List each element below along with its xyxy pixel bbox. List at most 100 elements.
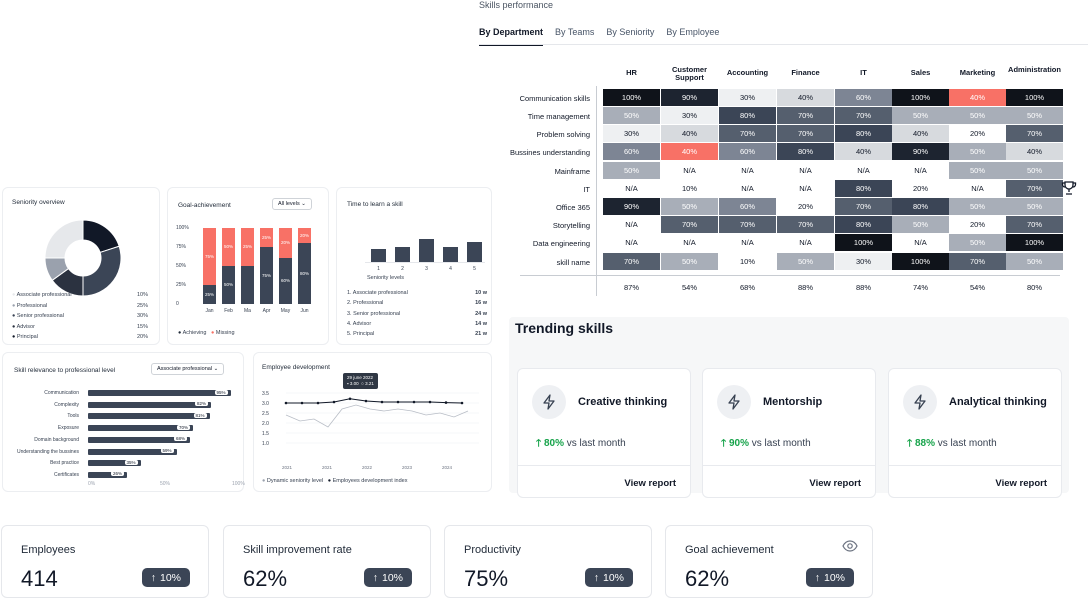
bar-missing[interactable]: [260, 228, 273, 247]
heatmap-cell[interactable]: 40%: [835, 143, 892, 160]
series-point[interactable]: [300, 401, 304, 405]
donut-slice[interactable]: [44, 219, 84, 259]
heatmap-cell[interactable]: 70%: [777, 125, 834, 142]
heatmap-cell[interactable]: 30%: [661, 107, 718, 124]
tab-item[interactable]: By Teams: [555, 27, 595, 37]
series-line-dynamic[interactable]: [285, 404, 469, 428]
heatmap-cell[interactable]: 20%: [949, 125, 1006, 142]
series-point[interactable]: [284, 401, 288, 405]
heatmap-cell[interactable]: 30%: [603, 125, 660, 142]
eye-icon[interactable]: [842, 539, 858, 557]
heatmap-cell[interactable]: 50%: [949, 162, 1006, 179]
level-dropdown[interactable]: Associate professional ⌄: [151, 363, 225, 375]
heatmap-cell[interactable]: 50%: [1006, 107, 1063, 124]
relevance-bar[interactable]: [88, 390, 231, 396]
time-bar[interactable]: [371, 248, 386, 262]
series-point[interactable]: [460, 401, 464, 405]
heatmap-cell[interactable]: 50%: [1006, 198, 1063, 215]
heatmap-cell[interactable]: 60%: [835, 89, 892, 106]
heatmap-cell[interactable]: 60%: [719, 198, 776, 215]
heatmap-cell[interactable]: 50%: [892, 216, 949, 233]
time-bar[interactable]: [419, 239, 434, 262]
heatmap-cell[interactable]: N/A: [949, 180, 1006, 197]
heatmap-cell[interactable]: N/A: [661, 162, 718, 179]
series-point[interactable]: [412, 400, 416, 404]
heatmap-cell[interactable]: 70%: [719, 216, 776, 233]
heatmap-cell[interactable]: 50%: [603, 107, 660, 124]
series-point[interactable]: [348, 397, 352, 401]
heatmap-cell[interactable]: 70%: [777, 107, 834, 124]
time-bar[interactable]: [395, 246, 410, 262]
heatmap-cell[interactable]: N/A: [719, 162, 776, 179]
heatmap-cell[interactable]: N/A: [777, 234, 834, 251]
heatmap-cell[interactable]: N/A: [892, 162, 949, 179]
relevance-bar[interactable]: [88, 413, 210, 420]
bar-missing[interactable]: [241, 228, 254, 266]
heatmap-cell[interactable]: N/A: [777, 180, 834, 197]
trending-card[interactable]: Analytical thinking 🡑 88% vs last month Vi…: [888, 368, 1062, 498]
tab-item[interactable]: By Employee: [666, 27, 720, 37]
heatmap-cell[interactable]: 100%: [603, 89, 660, 106]
time-bar[interactable]: [467, 242, 482, 262]
heatmap-cell[interactable]: 100%: [1006, 234, 1063, 251]
heatmap-cell[interactable]: 100%: [1006, 89, 1063, 106]
heatmap-cell[interactable]: 80%: [777, 143, 834, 160]
heatmap-cell[interactable]: 80%: [835, 180, 892, 197]
heatmap-cell[interactable]: 70%: [603, 253, 660, 270]
heatmap-cell[interactable]: 80%: [892, 198, 949, 215]
series-point[interactable]: [428, 400, 432, 404]
relevance-bar[interactable]: [88, 401, 211, 408]
series-point[interactable]: [444, 401, 448, 404]
bar-missing[interactable]: [279, 228, 292, 259]
heatmap-cell[interactable]: 20%: [777, 198, 834, 215]
tab-item[interactable]: By Seniority: [606, 27, 655, 37]
heatmap-cell[interactable]: 50%: [949, 198, 1006, 215]
heatmap-cell[interactable]: 70%: [1006, 125, 1063, 142]
bar-missing[interactable]: [222, 228, 235, 266]
view-report-link[interactable]: View report: [624, 478, 676, 489]
heatmap-cell[interactable]: 70%: [1006, 216, 1063, 233]
heatmap-cell[interactable]: 70%: [661, 216, 718, 233]
heatmap-cell[interactable]: 50%: [661, 253, 718, 270]
heatmap-cell[interactable]: 40%: [661, 125, 718, 142]
bar-achieving[interactable]: [222, 266, 235, 304]
heatmap-cell[interactable]: 60%: [719, 143, 776, 160]
bar-achieving[interactable]: [203, 285, 216, 304]
trophy-icon[interactable]: [1061, 180, 1077, 196]
heatmap-cell[interactable]: 30%: [719, 89, 776, 106]
tab-item[interactable]: By Department: [479, 27, 544, 46]
relevance-bar[interactable]: [88, 471, 127, 478]
heatmap-cell[interactable]: 50%: [603, 162, 660, 179]
trending-card[interactable]: Mentorship 🡑 90% vs last month View report: [702, 368, 876, 498]
series-point[interactable]: [396, 400, 400, 404]
heatmap-cell[interactable]: 90%: [661, 89, 718, 106]
relevance-bar[interactable]: [88, 460, 141, 467]
heatmap-cell[interactable]: N/A: [777, 162, 834, 179]
heatmap-cell[interactable]: 40%: [949, 89, 1006, 106]
heatmap-cell[interactable]: 40%: [661, 143, 718, 160]
heatmap-cell[interactable]: 40%: [892, 125, 949, 142]
view-report-link[interactable]: View report: [809, 478, 861, 489]
series-point[interactable]: [316, 401, 320, 405]
heatmap-cell[interactable]: 70%: [777, 216, 834, 233]
series-line-index[interactable]: [286, 398, 463, 404]
heatmap-cell[interactable]: N/A: [603, 180, 660, 197]
heatmap-cell[interactable]: 50%: [949, 143, 1006, 160]
bar-achieving[interactable]: [260, 247, 273, 304]
heatmap-cell[interactable]: 60%: [603, 143, 660, 160]
heatmap-cell[interactable]: N/A: [661, 234, 718, 251]
heatmap-cell[interactable]: N/A: [603, 234, 660, 251]
trending-card[interactable]: Creative thinking 🡑 80% vs last month View…: [517, 368, 691, 498]
heatmap-cell[interactable]: 50%: [661, 198, 718, 215]
heatmap-cell[interactable]: 80%: [835, 216, 892, 233]
heatmap-cell[interactable]: 50%: [949, 107, 1006, 124]
heatmap-cell[interactable]: 50%: [1006, 253, 1063, 270]
heatmap-cell[interactable]: N/A: [892, 234, 949, 251]
heatmap-cell[interactable]: 70%: [835, 107, 892, 124]
heatmap-cell[interactable]: 20%: [949, 216, 1006, 233]
relevance-bar[interactable]: [88, 448, 177, 455]
heatmap-cell[interactable]: 10%: [719, 253, 776, 270]
heatmap-cell[interactable]: 100%: [892, 253, 949, 270]
heatmap-cell[interactable]: N/A: [835, 162, 892, 179]
bar-missing[interactable]: [203, 228, 216, 285]
